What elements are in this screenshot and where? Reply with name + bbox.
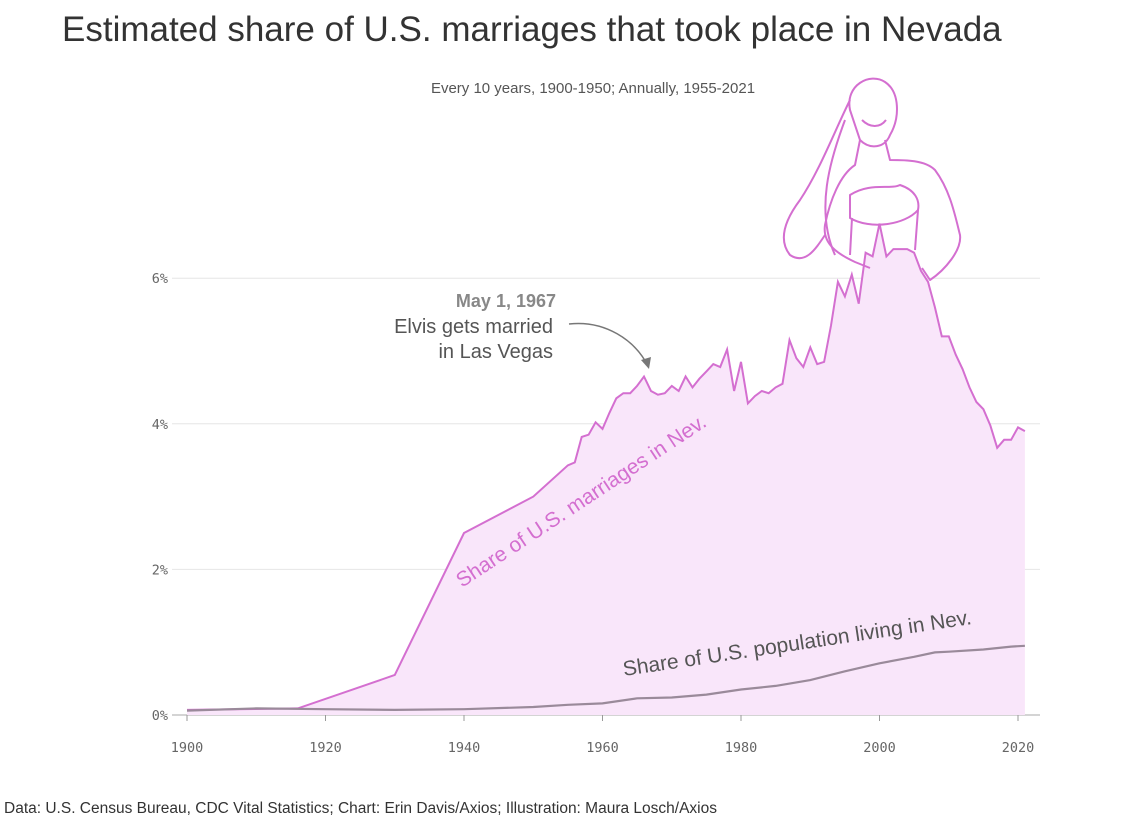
bride-illustration xyxy=(782,77,962,281)
annotation-line1: Elvis gets married xyxy=(394,316,553,338)
y-tick-label: 2% xyxy=(152,562,168,578)
y-tick-label: 0% xyxy=(152,708,168,724)
x-tick-label: 2000 xyxy=(863,740,896,756)
chart-subtitle: Every 10 years, 1900-1950; Annually, 195… xyxy=(430,80,756,97)
x-tick-label: 1940 xyxy=(448,740,481,756)
annotation-date: May 1, 1967 xyxy=(456,291,556,311)
marriage-share-area xyxy=(187,223,1025,715)
annotation-arrowhead xyxy=(641,357,651,369)
annotation-line2: in Las Vegas xyxy=(438,341,553,363)
y-tick-label: 6% xyxy=(152,271,168,287)
population-share-line xyxy=(186,644,1025,712)
x-tick-label: 1920 xyxy=(309,740,342,756)
y-tick-label: 4% xyxy=(152,417,168,433)
source-note: Data: U.S. Census Bureau, CDC Vital Stat… xyxy=(4,800,717,817)
x-tick-label: 1960 xyxy=(586,740,619,756)
x-tick-label: 1900 xyxy=(171,740,204,756)
x-tick-label: 2020 xyxy=(1002,740,1035,756)
chart-title: Estimated share of U.S. marriages that t… xyxy=(62,10,1002,49)
x-tick-label: 1980 xyxy=(725,740,758,756)
marriage-share-line xyxy=(186,223,1026,711)
annotation-arrow xyxy=(568,322,649,367)
